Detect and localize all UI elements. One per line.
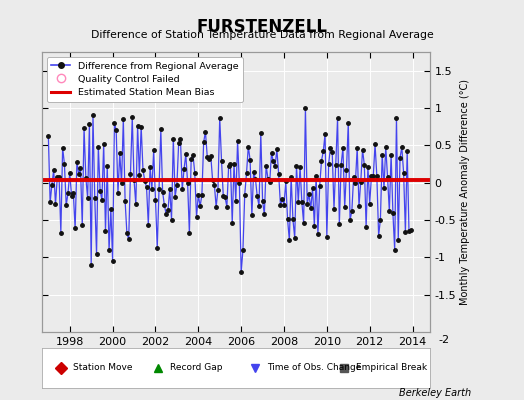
Y-axis label: Monthly Temperature Anomaly Difference (°C): Monthly Temperature Anomaly Difference (… — [460, 79, 471, 305]
Text: Difference of Station Temperature Data from Regional Average: Difference of Station Temperature Data f… — [91, 30, 433, 40]
Text: FURSTENZELL: FURSTENZELL — [196, 18, 328, 36]
Text: Empirical Break: Empirical Break — [356, 364, 427, 372]
Legend: Difference from Regional Average, Quality Control Failed, Estimated Station Mean: Difference from Regional Average, Qualit… — [47, 57, 243, 102]
Text: Berkeley Earth: Berkeley Earth — [399, 388, 472, 398]
Text: Time of Obs. Change: Time of Obs. Change — [267, 364, 361, 372]
Text: Station Move: Station Move — [73, 364, 133, 372]
Text: Record Gap: Record Gap — [170, 364, 222, 372]
Text: -2: -2 — [438, 335, 449, 345]
